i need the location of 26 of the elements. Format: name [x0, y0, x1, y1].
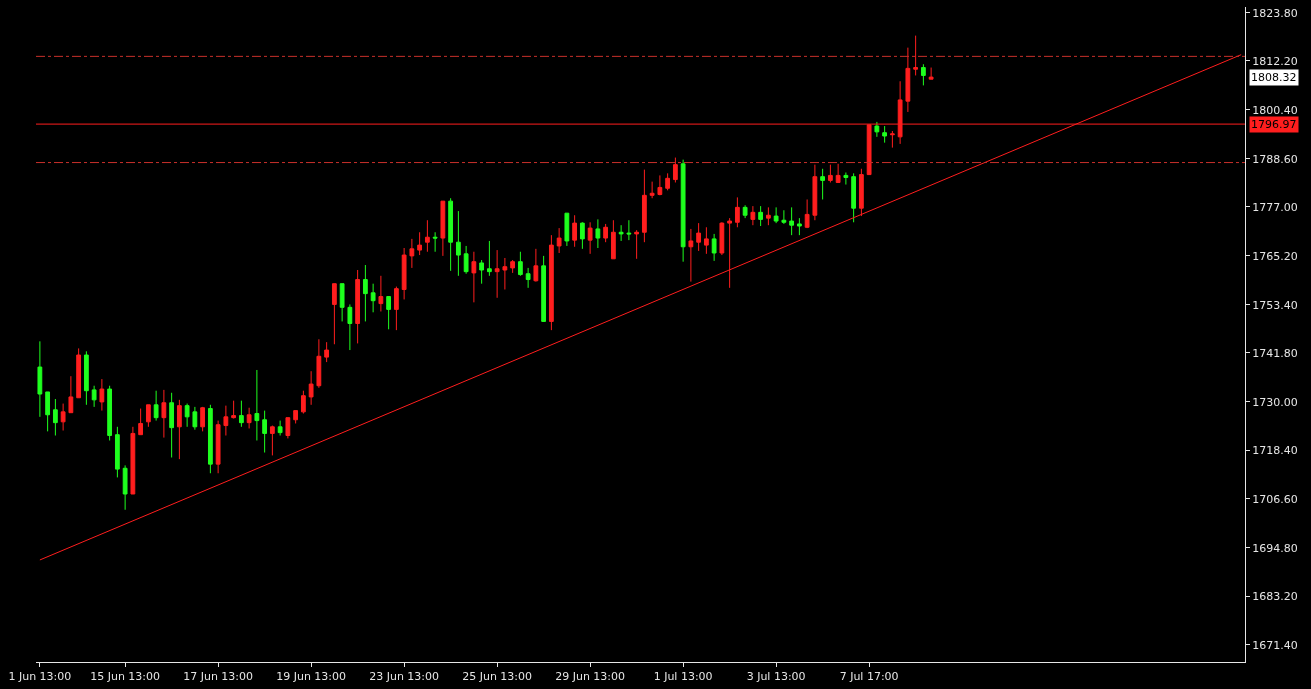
y-tick-label: 1718.40 [1252, 443, 1298, 457]
y-tick-label: 1777.00 [1252, 200, 1298, 214]
x-tick-label: 7 Jul 17:00 [839, 670, 899, 684]
x-tick-label: 1 Jul 13:00 [653, 670, 713, 684]
x-tick-label: 25 Jun 13:00 [462, 670, 533, 684]
y-tick-label: 1812.20 [1252, 54, 1298, 68]
x-tick-label: 17 Jun 13:00 [183, 670, 254, 684]
text: 1808.32 [1251, 71, 1297, 84]
y-tick-label: 1730.00 [1252, 395, 1298, 409]
y-tick-label: 1671.40 [1252, 638, 1298, 652]
x-tick-label: 29 Jun 13:00 [555, 670, 626, 684]
y-tick-label: 1788.60 [1252, 152, 1298, 166]
x-tick-label: 19 Jun 13:00 [276, 670, 347, 684]
y-tick-label: 1706.60 [1252, 492, 1298, 506]
y-tick-label: 1753.40 [1252, 298, 1298, 312]
y-tick-label: 1765.20 [1252, 249, 1298, 263]
x-tick-label: 15 Jun 13:00 [90, 670, 161, 684]
y-tick-label: 1741.80 [1252, 346, 1298, 360]
y-tick-label: 1800.40 [1252, 103, 1298, 117]
ref-line-label: 1796.97 [1251, 118, 1297, 131]
y-tick-label: 1683.20 [1252, 589, 1298, 603]
x-tick-label: 1 Jun 13:00 [8, 670, 72, 684]
y-tick-label: 1694.80 [1252, 541, 1298, 555]
y-tick-label: 1823.80 [1252, 6, 1298, 20]
x-tick-label: 23 Jun 13:00 [369, 670, 440, 684]
x-tick-label: 3 Jul 13:00 [746, 670, 806, 684]
